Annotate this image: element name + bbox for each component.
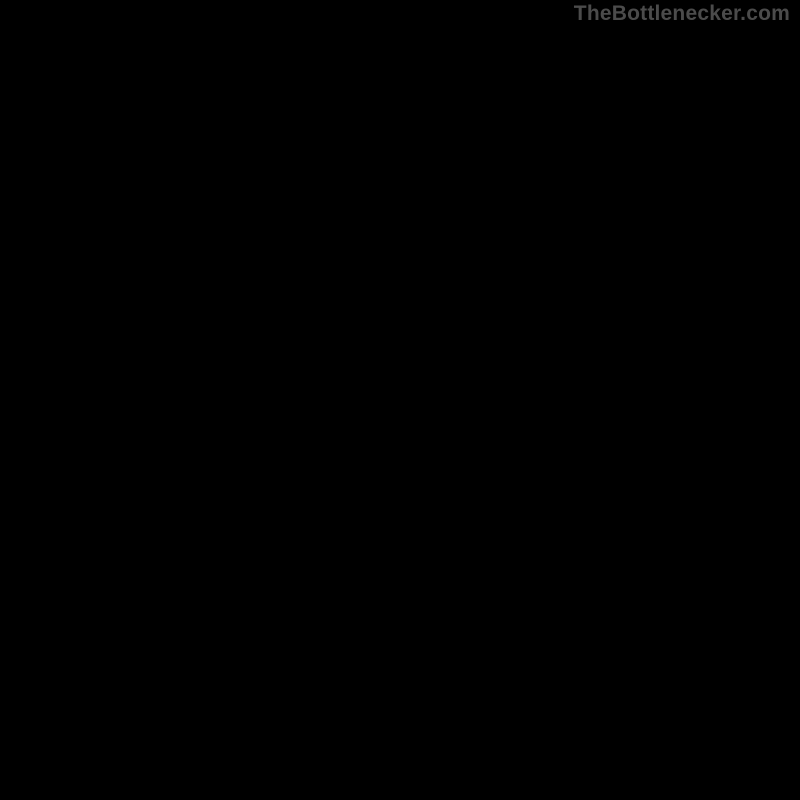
chart-stage: TheBottlenecker.com — [0, 0, 800, 800]
watermark-text: TheBottlenecker.com — [574, 2, 790, 26]
black-border — [0, 0, 800, 800]
